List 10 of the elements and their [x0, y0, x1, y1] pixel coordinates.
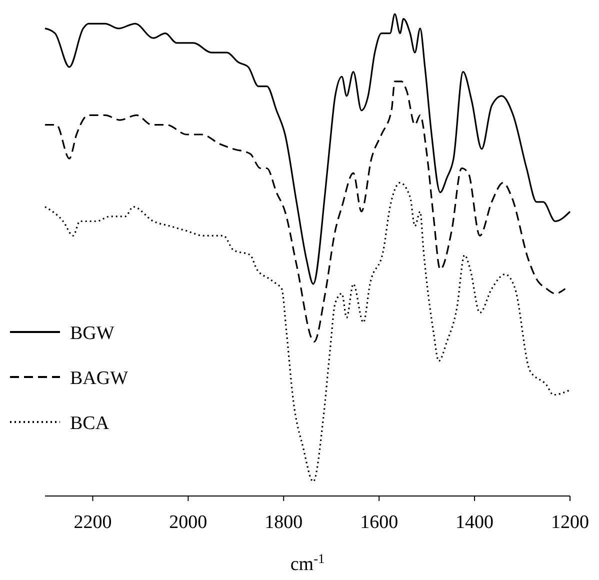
legend-label: BAGW: [70, 368, 128, 389]
x-tick-label: 1600: [360, 512, 398, 533]
x-axis-title: cm$^{-1}$: [290, 550, 325, 575]
x-tick-label: 1400: [456, 512, 494, 533]
x-tick-label: 1200: [551, 512, 589, 533]
x-tick-label: 2200: [74, 512, 112, 533]
legend-label: BGW: [70, 323, 114, 344]
x-tick-label: 2000: [169, 512, 208, 533]
legend-label: BCA: [70, 413, 110, 434]
x-tick-label: 1800: [264, 512, 303, 533]
